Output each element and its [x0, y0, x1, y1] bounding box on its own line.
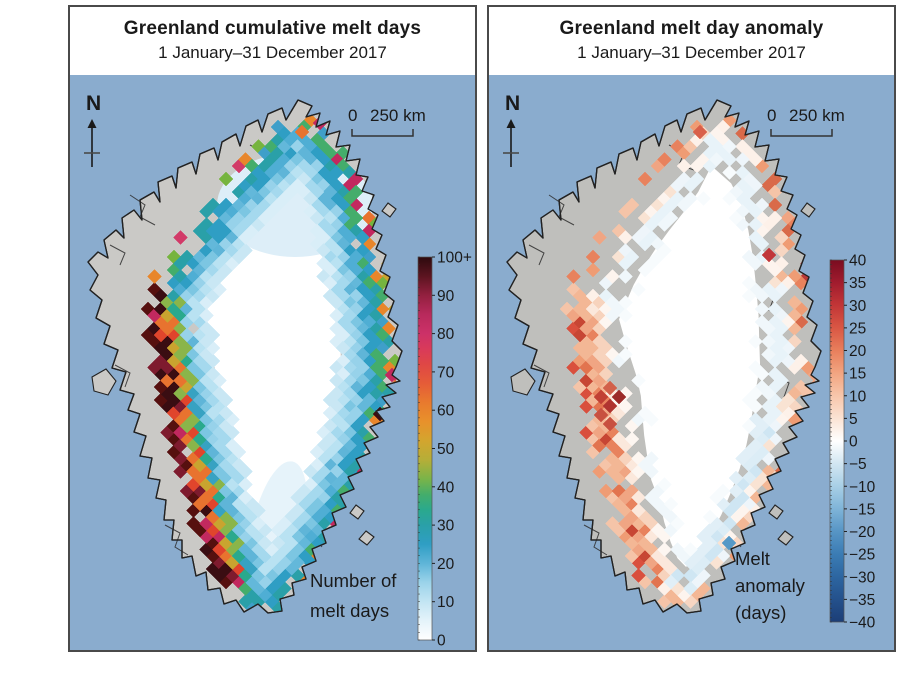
- colorbar-tick-label: 60: [437, 403, 455, 420]
- island: [777, 530, 794, 546]
- fjord-line: [114, 364, 131, 388]
- colorbar-tick-label: 80: [437, 326, 455, 343]
- island: [800, 202, 816, 218]
- map-melt-days: N 0 250 km 100+ 90 80 70 60 50 40 30 20 10 0 Number of…: [70, 75, 475, 650]
- colorbar-tick-label: −5: [849, 456, 867, 473]
- scale-bar: 0 250 km: [348, 106, 426, 137]
- panel-title: Greenland cumulative melt days: [123, 18, 422, 39]
- scale-zero-label: 0: [348, 106, 357, 125]
- coastline: [87, 99, 403, 614]
- colorbar-tick-label: 20: [437, 556, 455, 573]
- colorbar-tick-label: 70: [437, 364, 455, 381]
- panel-subtitle: 1 January–31 December 2017: [577, 43, 806, 62]
- colorbar-tick-label: −10: [849, 479, 876, 496]
- island: [91, 368, 117, 396]
- north-label: N: [505, 92, 520, 115]
- scale-bar: 0 250 km: [767, 106, 845, 137]
- colorbar-caption-line: melt days: [310, 600, 389, 621]
- north-label: N: [86, 92, 101, 115]
- island: [768, 504, 784, 520]
- colorbar-tick-label: 10: [437, 594, 455, 611]
- panel-melt-anomaly: Greenland melt day anomaly 1 January–31 …: [487, 5, 896, 652]
- map-melt-anomaly: N 0 250 km 40 35 30 25 20 15 10 5 0 −5 −10 −15 −20 −25 −3…: [489, 75, 894, 650]
- panel-header: Greenland melt day anomaly 1 January–31 …: [489, 7, 894, 75]
- melt-cell: [761, 247, 777, 263]
- colorbar-tick-label: −20: [849, 524, 876, 541]
- panel-melt-days: Greenland cumulative melt days 1 January…: [68, 5, 477, 652]
- colorbar-tick-label: 100+: [437, 250, 472, 267]
- fjord-line: [528, 244, 545, 266]
- colorbar: 40 35 30 25 20 15 10 5 0 −5 −10 −15 −20 −25 −30 −35 −40: [829, 253, 876, 632]
- colorbar-tick-label: 25: [849, 320, 866, 337]
- colorbar-tick-label: −15: [849, 501, 875, 518]
- panel-header: Greenland cumulative melt days 1 January…: [70, 7, 475, 75]
- colorbar-tick-label: 35: [849, 275, 866, 292]
- colorbar-tick-label: 30: [437, 518, 455, 535]
- colorbar-caption-line: Number of: [310, 570, 397, 591]
- scale-distance-label: 250 km: [789, 106, 845, 125]
- colorbar-tick-label: 90: [437, 288, 455, 305]
- colorbar: 100+ 90 80 70 60 50 40 30 20 10 0: [417, 250, 472, 650]
- colorbar-tick-label: 0: [849, 434, 858, 451]
- fjord-line: [129, 194, 156, 226]
- north-arrow: N: [84, 92, 101, 167]
- colorbar-tick-label: −35: [849, 592, 875, 609]
- colorbar-caption-line: (days): [735, 602, 786, 623]
- panel-subtitle: 1 January–31 December 2017: [158, 43, 387, 62]
- scale-distance-label: 250 km: [370, 106, 426, 125]
- colorbar-tick-label: −25: [849, 547, 875, 564]
- fjord-line: [109, 244, 126, 266]
- colorbar-tick-label: 50: [437, 441, 455, 458]
- melt-cell: [692, 124, 708, 140]
- colorbar-tick-label: 40: [437, 479, 455, 496]
- colorbar-tick-label: 30: [849, 298, 867, 315]
- colorbar-tick-label: 10: [849, 388, 867, 405]
- island: [381, 202, 397, 218]
- melt-cell: [721, 535, 737, 551]
- island: [510, 368, 536, 396]
- island: [349, 504, 365, 520]
- fjord-line: [548, 194, 575, 226]
- colorbar-tick-label: 5: [849, 411, 858, 428]
- north-arrow: N: [503, 92, 520, 167]
- colorbar-tick-label: 15: [849, 366, 866, 383]
- colorbar-caption-line: anomaly: [735, 575, 806, 596]
- island: [358, 530, 375, 546]
- panel-title: Greenland melt day anomaly: [559, 18, 824, 39]
- colorbar-tick-label: 20: [849, 343, 867, 360]
- colorbar-tick-label: 0: [437, 633, 446, 650]
- colorbar-caption-line: Melt: [735, 548, 770, 569]
- colorbar-tick-label: 40: [849, 253, 867, 270]
- scale-zero-label: 0: [767, 106, 776, 125]
- colorbar-tick-label: −30: [849, 569, 876, 586]
- coastline: [506, 99, 822, 614]
- fjord-line: [533, 364, 550, 388]
- colorbar-tick-label: −40: [849, 615, 876, 632]
